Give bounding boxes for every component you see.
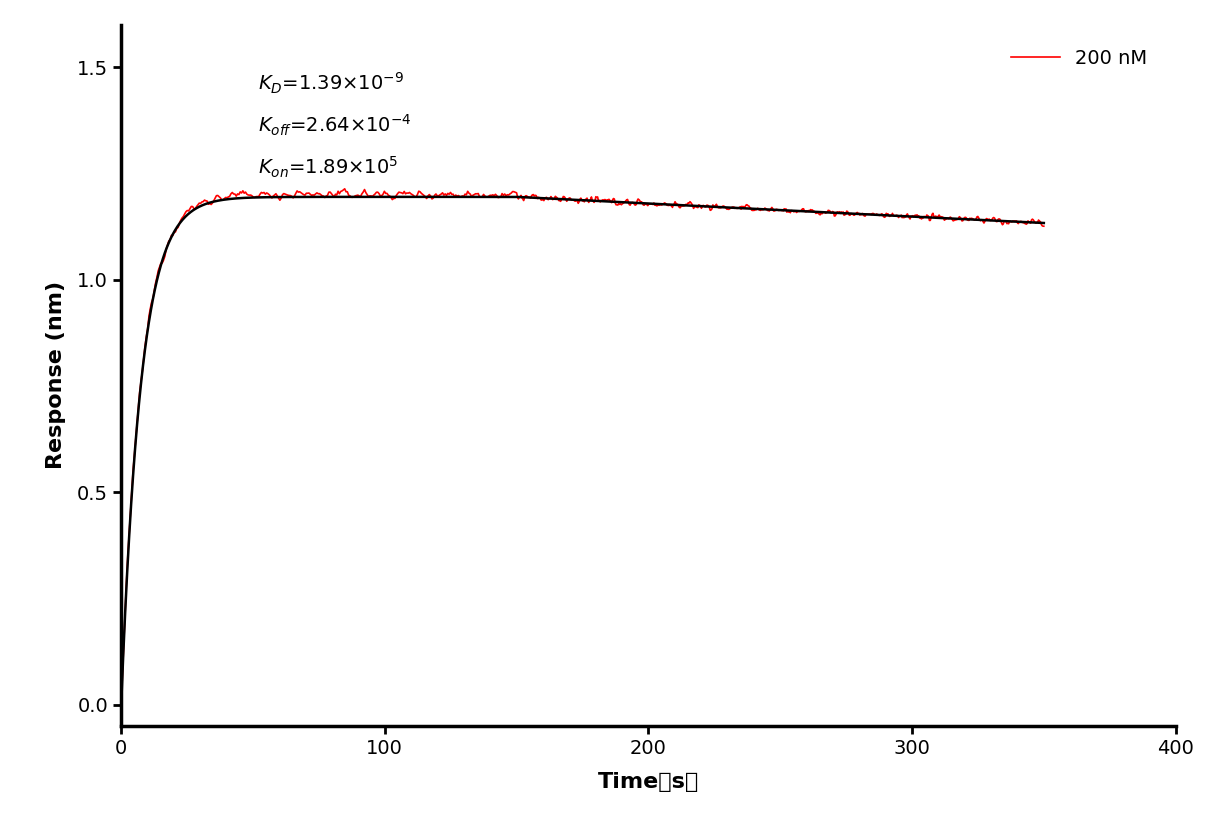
- 200 nM: [886, 210, 901, 220]
- 200 nM: [218, 192, 233, 202]
- Line: 200 nM: 200 nM: [121, 189, 1044, 705]
- Text: $K_D$=1.39×10$^{-9}$: $K_D$=1.39×10$^{-9}$: [258, 70, 405, 96]
- Legend: 200 nM: 200 nM: [1004, 41, 1155, 76]
- Y-axis label: Response (nm): Response (nm): [46, 281, 65, 469]
- 200 nM: [759, 205, 773, 214]
- X-axis label: Time（s）: Time（s）: [598, 772, 699, 792]
- 200 nM: [337, 184, 351, 194]
- 200 nM: [290, 186, 304, 196]
- 200 nM: [916, 213, 931, 223]
- 200 nM: [1036, 221, 1051, 231]
- 200 nM: [978, 214, 993, 224]
- Text: $K_{off}$=2.64×10$^{-4}$: $K_{off}$=2.64×10$^{-4}$: [258, 112, 412, 138]
- 200 nM: [114, 700, 128, 710]
- Text: $K_{on}$=1.89×10$^{5}$: $K_{on}$=1.89×10$^{5}$: [258, 154, 399, 180]
